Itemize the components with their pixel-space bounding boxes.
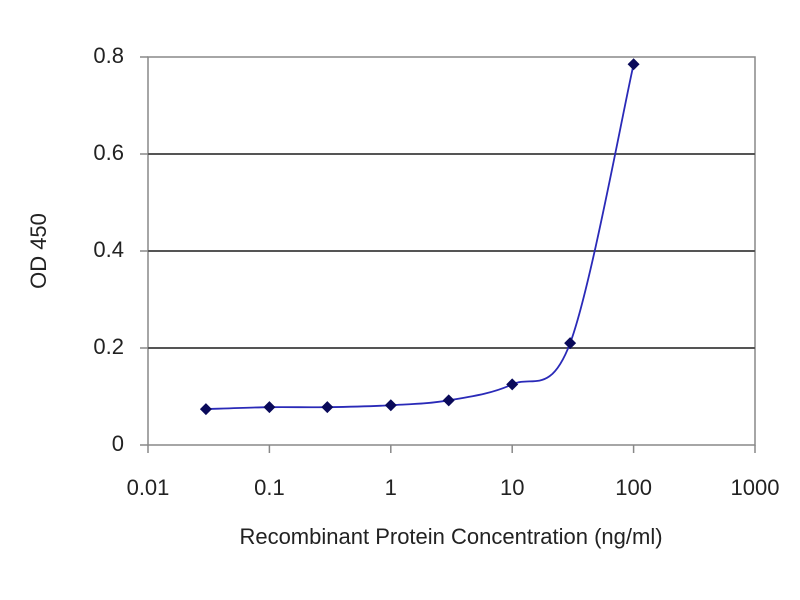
y-tick-label: 0.4 [93, 237, 124, 262]
y-tick-label: 0.6 [93, 140, 124, 165]
data-point [564, 337, 577, 350]
data-point [627, 58, 640, 71]
y-tick-label: 0.8 [93, 43, 124, 68]
y-tick-label: 0 [112, 431, 124, 456]
data-point [384, 399, 397, 412]
x-tick-label: 10 [500, 475, 524, 500]
y-axis-label: OD 450 [26, 213, 51, 289]
data-point [506, 378, 519, 391]
x-tick-label: 1000 [731, 475, 780, 500]
data-point [199, 403, 212, 416]
data-point [263, 401, 276, 414]
x-tick-label: 0.1 [254, 475, 285, 500]
x-axis-label: Recombinant Protein Concentration (ng/ml… [239, 524, 662, 549]
data-point [321, 401, 334, 414]
x-tick-label: 0.01 [127, 475, 170, 500]
x-tick-label: 1 [385, 475, 397, 500]
data-point [442, 394, 455, 407]
x-tick-label: 100 [615, 475, 652, 500]
y-tick-label: 0.2 [93, 334, 124, 359]
